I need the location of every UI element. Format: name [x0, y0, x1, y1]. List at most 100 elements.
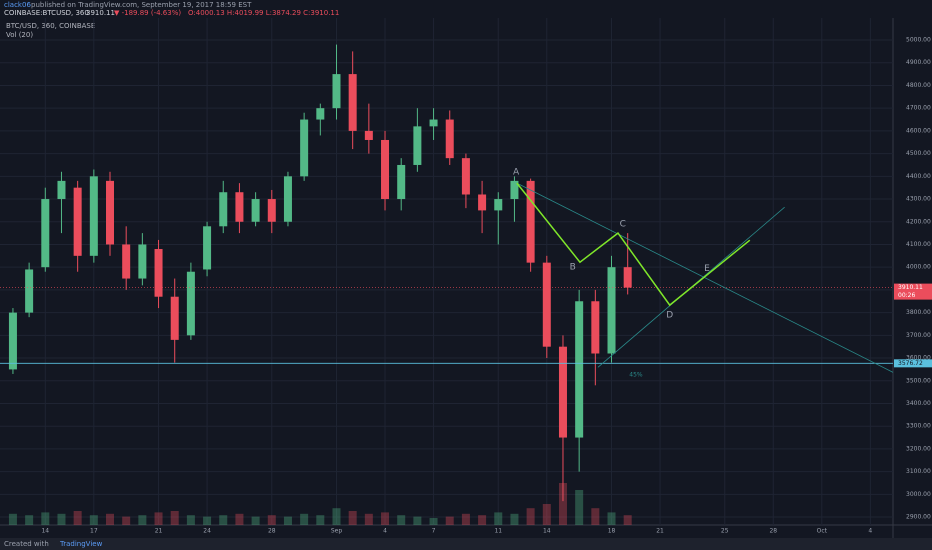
published: published on TradingView.com, September … — [31, 1, 252, 9]
y-tick-label: 4800.00 — [906, 82, 931, 89]
pattern-point-label: E — [704, 264, 710, 274]
x-tick-label: 17 — [90, 528, 98, 535]
candle-body — [397, 164, 406, 200]
author[interactable]: clack06 — [4, 1, 31, 9]
volume-bar — [397, 515, 406, 525]
candle-body — [413, 126, 422, 165]
y-tick-label: 3600.00 — [906, 355, 931, 362]
candle-body — [219, 192, 228, 227]
volume-bar — [106, 513, 115, 525]
y-tick-label: 3400.00 — [906, 400, 931, 407]
x-tick-label: 14 — [543, 528, 551, 535]
y-tick-label: 5000.00 — [906, 37, 931, 44]
volume-bar — [510, 513, 519, 525]
candle-body — [170, 296, 179, 340]
last-price-box — [894, 283, 932, 300]
y-tick-label: 4900.00 — [906, 59, 931, 66]
symbol: COINBASE:BTCUSD, 360 — [4, 9, 89, 17]
volume-bar — [138, 515, 147, 525]
candle-body — [122, 244, 131, 279]
volume-bar — [8, 513, 17, 525]
y-tick-label: 3100.00 — [906, 468, 931, 475]
candle-body — [332, 74, 341, 109]
volume-bar — [316, 515, 325, 525]
candle-body — [41, 199, 50, 268]
y-tick-label: 4000.00 — [906, 264, 931, 271]
chart-title: BTC/USD, 360, COINBASE — [6, 22, 95, 30]
volume-bar — [526, 508, 535, 525]
candle-body — [445, 119, 454, 159]
volume-bar — [381, 512, 390, 525]
x-tick-label: 4 — [383, 528, 387, 535]
x-tick-label: Sep — [331, 528, 343, 535]
pattern-point-label: C — [620, 220, 626, 230]
volume-bar — [558, 483, 567, 525]
candle-body — [381, 139, 390, 200]
volume-bar — [283, 516, 292, 525]
x-tick-label: 11 — [494, 528, 502, 535]
x-tick-label: Oct — [817, 528, 828, 535]
trendline — [516, 182, 894, 373]
candle-body — [203, 226, 212, 270]
volume-bar — [348, 511, 357, 525]
volume-bar — [267, 515, 276, 525]
volume-bar — [445, 516, 454, 525]
volume-bar — [25, 515, 34, 525]
candle-body — [8, 312, 17, 370]
x-tick-label: 28 — [769, 528, 777, 535]
candle-body — [461, 158, 470, 195]
volume-bar — [41, 512, 50, 525]
volume-bar — [429, 518, 438, 525]
candle-body — [607, 267, 616, 354]
y-tick-label: 4200.00 — [906, 218, 931, 225]
candle-body — [25, 269, 34, 313]
candle-body — [235, 192, 244, 222]
volume-bar — [478, 515, 487, 525]
candle-body — [73, 187, 82, 256]
y-tick-label: 2900.00 — [906, 514, 931, 521]
candle-body — [575, 301, 584, 438]
y-tick-label: 4100.00 — [906, 241, 931, 248]
volume-bar — [607, 512, 616, 525]
volume-bar — [542, 504, 551, 525]
candle-body — [348, 74, 357, 131]
volume-bar — [461, 513, 470, 525]
candle-body — [267, 199, 276, 222]
y-tick-label: 4300.00 — [906, 196, 931, 203]
y-tick-label: 3800.00 — [906, 309, 931, 316]
candle-body — [106, 180, 115, 245]
y-tick-label: 3000.00 — [906, 491, 931, 498]
candle-body — [154, 249, 163, 297]
candle-body — [591, 301, 600, 354]
x-tick-label: 28 — [268, 528, 276, 535]
y-tick-label: 3200.00 — [906, 445, 931, 452]
change: ▼ -189.89 (-4.63%) — [114, 9, 181, 17]
candle-body — [526, 180, 535, 263]
candle-body — [89, 176, 98, 256]
candle-body — [510, 180, 519, 200]
candle-body — [138, 244, 147, 279]
x-tick-label: 18 — [608, 528, 616, 535]
volume-bar — [170, 511, 179, 525]
footer-bar — [0, 538, 932, 550]
x-tick-label: 25 — [721, 528, 729, 535]
volume-bar — [235, 513, 244, 525]
volume-bar — [364, 513, 373, 525]
ohlc: O:4000.13 H:4019.99 L:3874.29 C:3910.11 — [188, 9, 339, 17]
x-tick-label: 4 — [868, 528, 872, 535]
candle-body — [316, 108, 325, 120]
volume-bar — [219, 515, 228, 525]
y-tick-label: 4700.00 — [906, 105, 931, 112]
volume-bar — [251, 516, 260, 525]
volume-bar — [300, 513, 309, 525]
candle-body — [251, 199, 260, 222]
volume-bar — [413, 516, 422, 525]
candle-body — [300, 119, 309, 177]
footer-brand[interactable]: TradingView — [59, 540, 103, 548]
volume-bar — [575, 490, 584, 525]
annotation: 45% — [629, 372, 643, 379]
volume-bar — [57, 513, 66, 525]
footer-created: Created with — [4, 540, 49, 548]
x-tick-label: 14 — [41, 528, 49, 535]
